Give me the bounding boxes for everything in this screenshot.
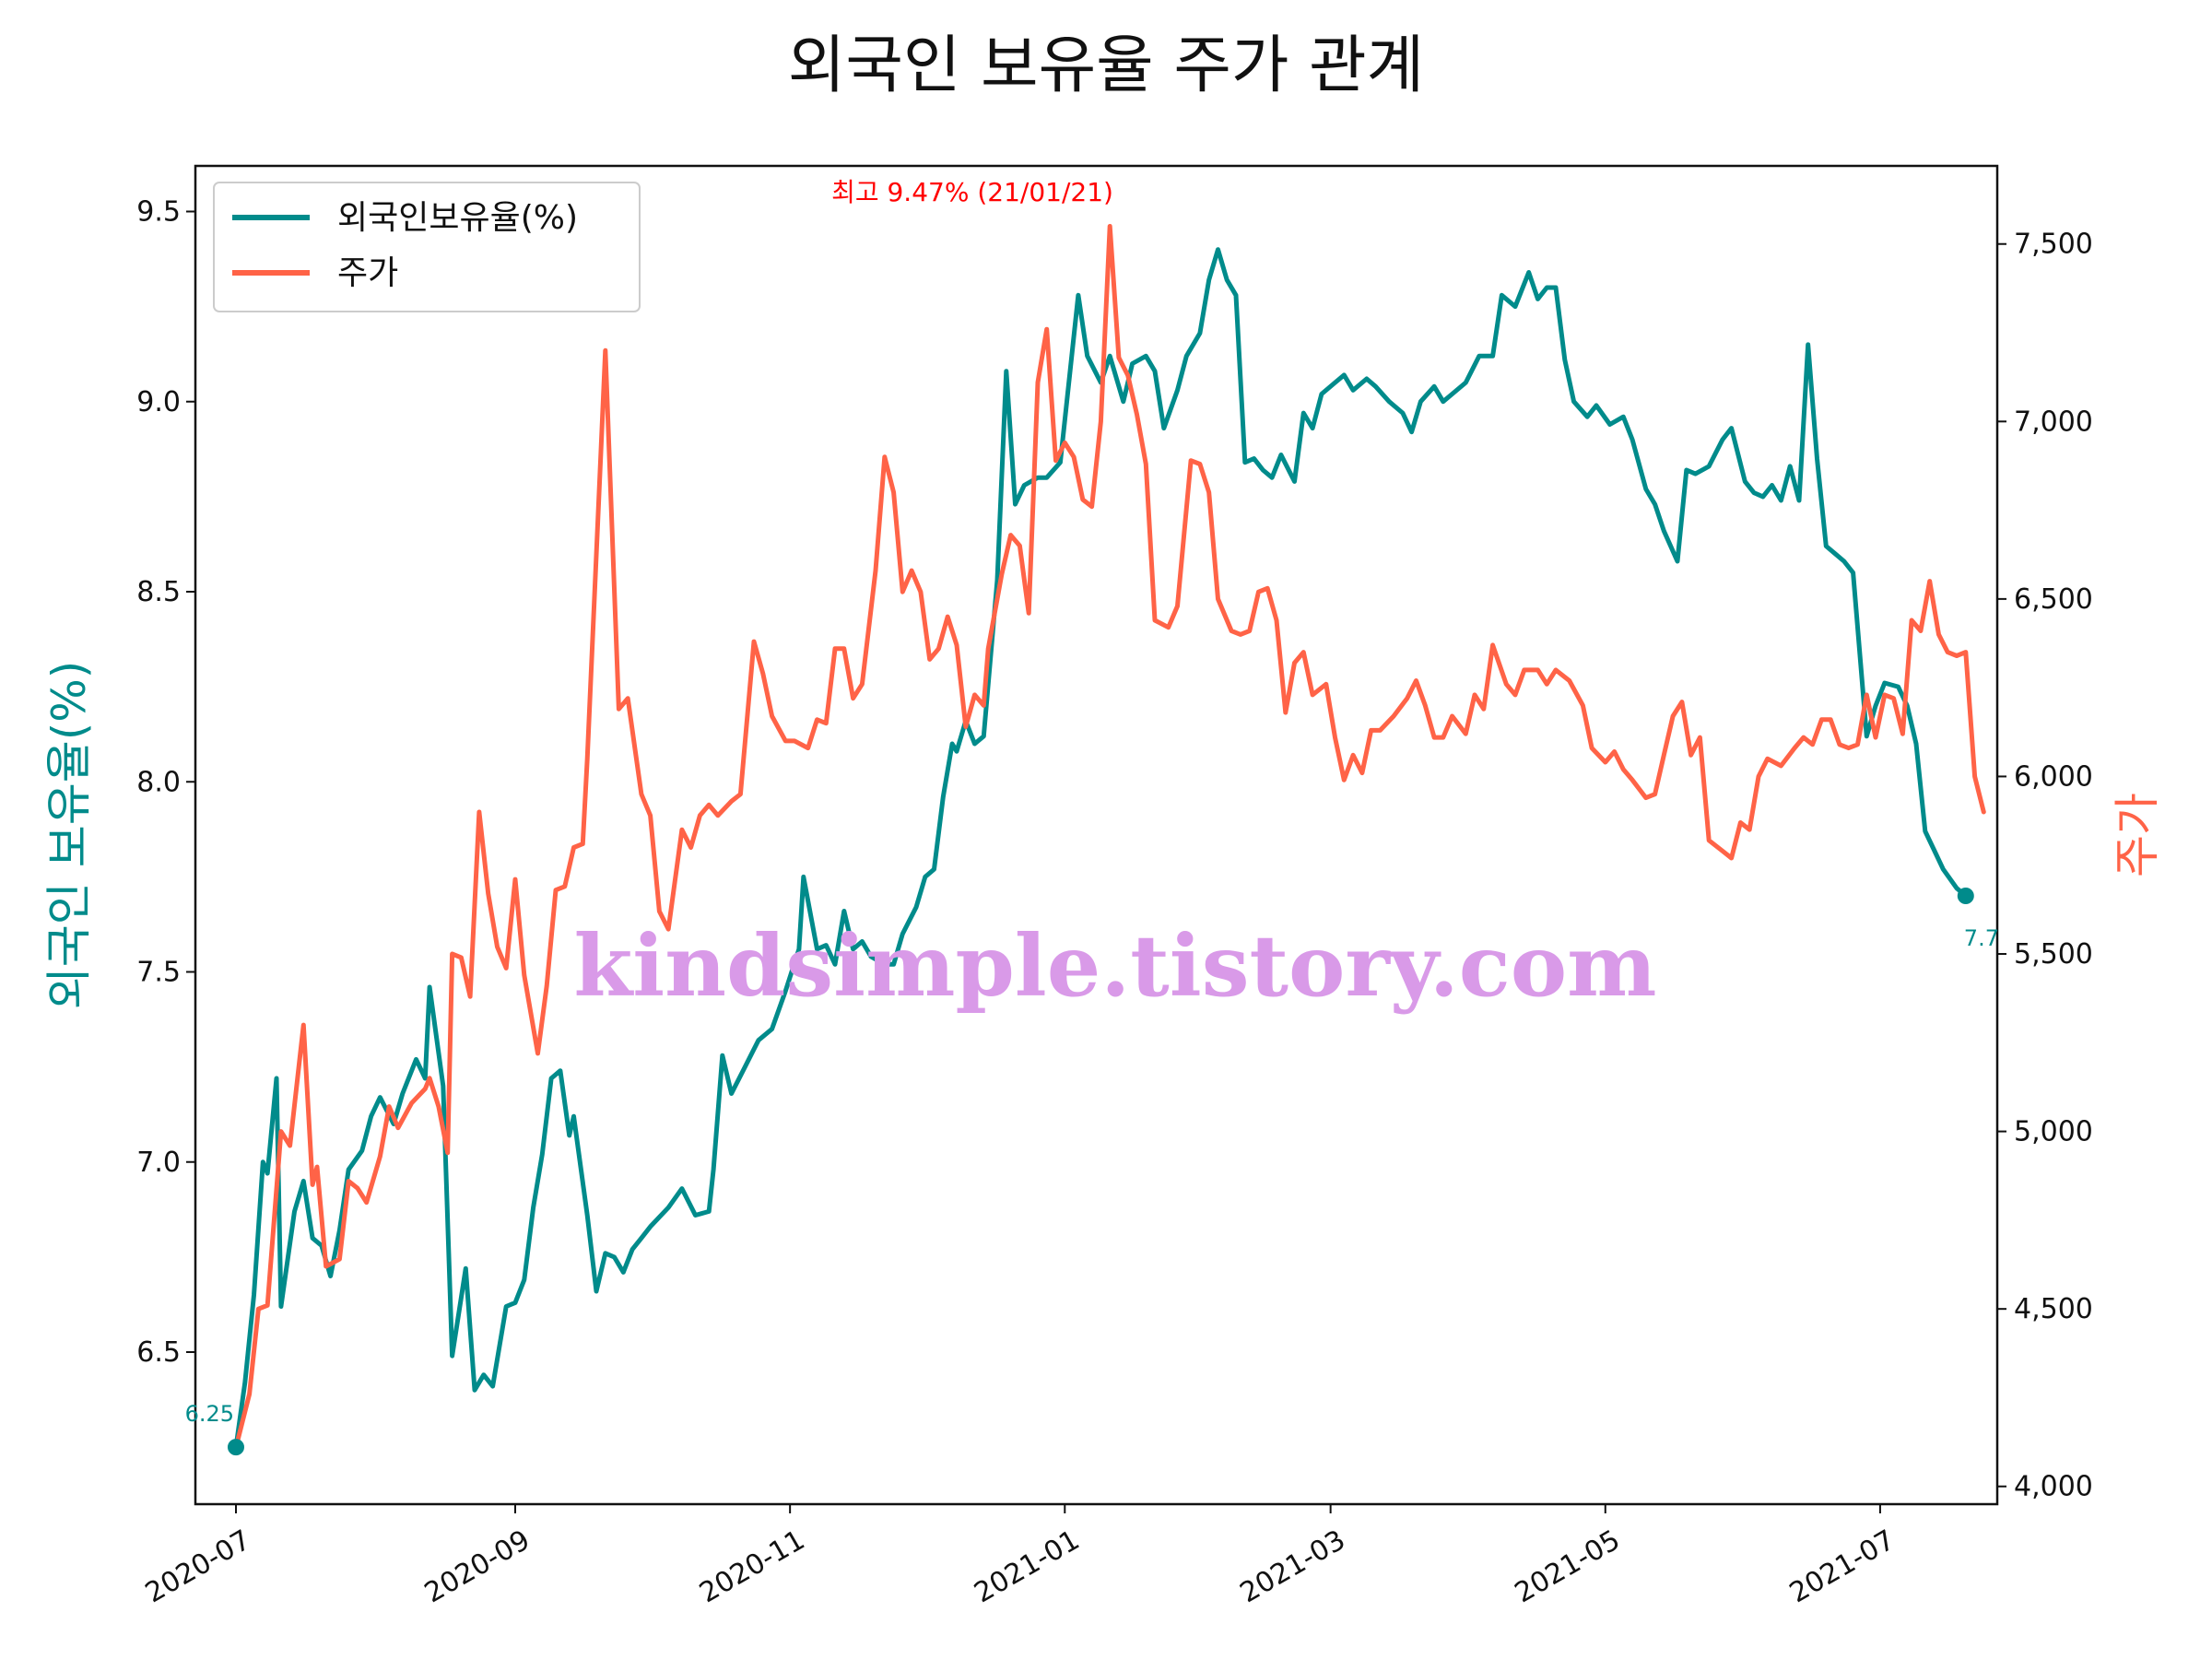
x-tick-label: 2020-09 xyxy=(419,1524,535,1609)
end-point-marker xyxy=(1957,888,1974,904)
series-markers xyxy=(227,888,1974,1456)
legend: 외국인보유율(%) 주가 xyxy=(213,182,641,312)
legend-label-price: 주가 xyxy=(337,254,398,292)
y-axis-left-title: 외국인 보유율(%) xyxy=(42,661,96,1009)
y-right-tick-label: 5,000 xyxy=(2014,1116,2093,1148)
y-left-tick-label: 9.0 xyxy=(136,386,181,418)
legend-label-foreign: 외국인보유율(%) xyxy=(337,199,578,237)
y-left-tick-label: 8.0 xyxy=(136,766,181,798)
y-right-tick-label: 4,500 xyxy=(2014,1293,2093,1325)
legend-box xyxy=(213,182,641,312)
axis-ticks: 2020-07 2020-09 2020-11 2021-01 2021-03 2021-… xyxy=(136,196,2093,1610)
x-tick-label: 2020-07 xyxy=(140,1524,256,1609)
series-line-foreign-ownership xyxy=(233,247,1969,1450)
x-tick-label: 2021-07 xyxy=(1784,1524,1900,1609)
watermark: kindsimple.tistory.com xyxy=(573,916,1656,1016)
series-line-stock-price xyxy=(233,224,1986,1450)
max-annotation: 최고 9.47% (21/01/21) xyxy=(831,177,1113,207)
y-right-tick-label: 5,500 xyxy=(2014,938,2093,971)
y-left-tick-label: 9.5 xyxy=(136,196,181,229)
y-axis-right-title: 주가 xyxy=(2111,793,2164,877)
y-left-tick-label: 8.5 xyxy=(136,576,181,608)
plot-frame-group xyxy=(194,164,1999,1506)
y-right-tick-label: 7,500 xyxy=(2014,229,2093,261)
y-left-tick-label: 7.0 xyxy=(136,1147,181,1179)
y-right-tick-label: 6,000 xyxy=(2014,760,2093,793)
y-right-tick-label: 6,500 xyxy=(2014,583,2093,616)
x-tick-label: 2021-05 xyxy=(1510,1524,1626,1609)
x-tick-label: 2021-03 xyxy=(1235,1524,1351,1609)
x-tick-label: 2020-11 xyxy=(694,1524,810,1609)
x-tick-label: 2021-01 xyxy=(969,1524,1085,1609)
y-right-tick-label: 7,000 xyxy=(2014,406,2093,438)
plot-frame xyxy=(194,164,1999,1506)
end-value-label: 7.7 xyxy=(1964,925,1999,951)
y-right-tick-label: 4,000 xyxy=(2014,1471,2093,1503)
y-left-tick-label: 7.5 xyxy=(136,957,181,989)
start-value-label: 6.25 xyxy=(185,1401,234,1427)
series-lines xyxy=(233,224,1986,1450)
chart-title: 외국인 보유율 주가 관계 xyxy=(788,29,1424,102)
y-left-tick-label: 6.5 xyxy=(136,1336,181,1369)
start-point-marker xyxy=(227,1439,244,1456)
